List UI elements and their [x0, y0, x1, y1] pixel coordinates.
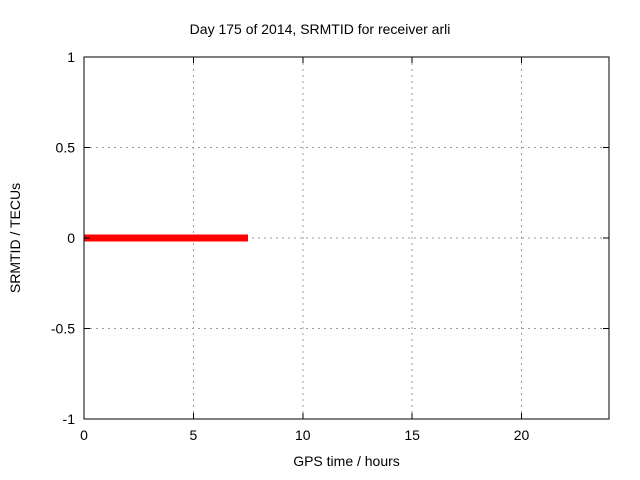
chart-title: Day 175 of 2014, SRMTID for receiver arl… — [189, 21, 451, 37]
y-tick-label: 0 — [67, 230, 75, 246]
y-tick-label: -0.5 — [51, 321, 75, 337]
y-tick-label: -1 — [63, 411, 76, 427]
y-tick-label: 0.5 — [56, 140, 76, 156]
y-tick-label: 1 — [67, 49, 75, 65]
x-tick-label: 0 — [80, 427, 88, 443]
x-tick-label: 10 — [295, 427, 311, 443]
x-axis-label: GPS time / hours — [293, 453, 400, 469]
y-axis-label: SRMTID / TECUs — [7, 182, 23, 294]
x-tick-label: 5 — [189, 427, 197, 443]
x-tick-label: 20 — [514, 427, 530, 443]
x-tick-label: 15 — [404, 427, 420, 443]
